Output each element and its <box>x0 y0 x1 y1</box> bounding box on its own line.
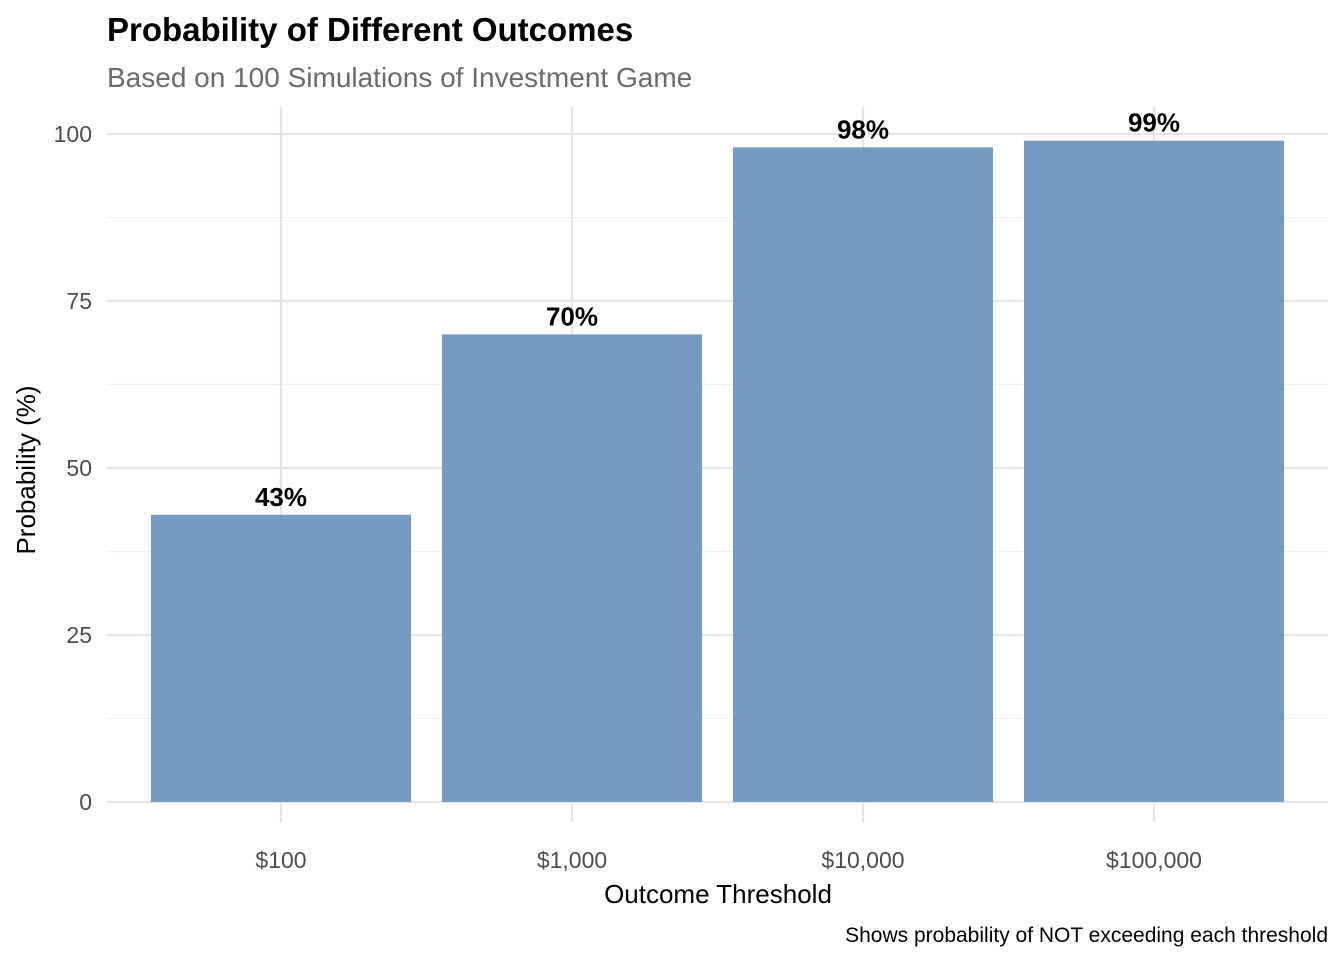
x-tick-label: $1,000 <box>537 847 607 873</box>
chart-subtitle: Based on 100 Simulations of Investment G… <box>107 62 692 93</box>
chart-caption: Shows probability of NOT exceeding each … <box>845 924 1328 947</box>
x-tick-label: $100,000 <box>1106 847 1202 873</box>
bar <box>733 147 993 803</box>
bar-value-label: 43% <box>255 482 307 512</box>
data-labels-layer: 43% 70% 98% 99% <box>255 108 1180 512</box>
bar-value-label: 99% <box>1128 108 1180 138</box>
y-tick-label: 25 <box>66 622 92 648</box>
y-tick-label: 50 <box>66 455 92 481</box>
bar-value-label: 98% <box>837 114 889 144</box>
y-axis-title: Probability (%) <box>11 385 41 554</box>
bar <box>1024 140 1284 802</box>
bars-layer <box>151 140 1284 803</box>
x-axis-title: Outcome Threshold <box>604 879 832 909</box>
bar <box>151 514 411 802</box>
y-tick-label: 0 <box>79 789 92 815</box>
tick-labels-layer: 0 25 50 75 100 $100 $1,000 $10,000 $100,000 <box>54 121 1202 873</box>
y-tick-label: 100 <box>54 121 92 147</box>
bar <box>442 334 702 802</box>
x-tick-label: $100 <box>255 847 306 873</box>
x-tick-label: $10,000 <box>821 847 904 873</box>
bar-value-label: 70% <box>546 301 598 331</box>
chart-title: Probability of Different Outcomes <box>107 11 633 48</box>
y-tick-label: 75 <box>66 288 92 314</box>
